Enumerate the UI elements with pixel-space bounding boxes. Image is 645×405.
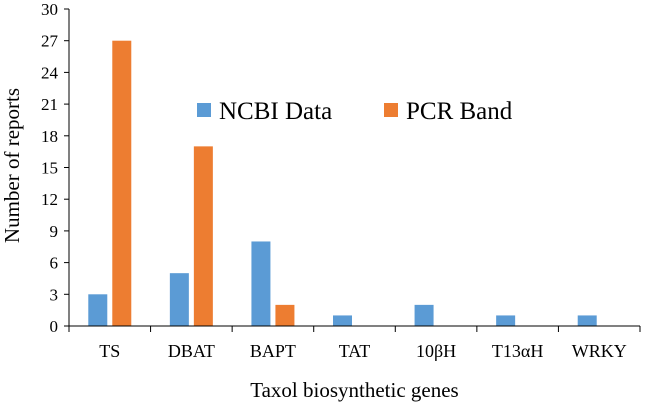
y-tick-label: 18 (41, 127, 58, 146)
legend-label-ncbi: NCBI Data (219, 98, 332, 125)
y-tick-label: 6 (50, 254, 59, 273)
y-tick-label: 3 (50, 285, 59, 304)
bar-ncbi-data-BAPT (251, 241, 271, 326)
x-ticks-group: TS DBAT BAPT TAT 10βH T13αH WRKY (68, 326, 641, 361)
y-tick-label: 12 (41, 190, 58, 209)
legend-swatch-pcr (384, 103, 398, 117)
bars-group (88, 40, 597, 326)
bar-ncbi-data-T13αH (496, 315, 516, 326)
x-tick-label: WRKY (572, 341, 627, 361)
bar-ncbi-data-TAT (333, 315, 352, 326)
bar-ncbi-data-10βH (414, 304, 434, 326)
y-tick-label: 21 (41, 95, 58, 114)
bar-pcr-band-BAPT (275, 304, 295, 326)
x-tick-label: 10βH (416, 341, 456, 361)
bar-pcr-band-TS (112, 40, 132, 326)
x-axis-title: Taxol biosynthetic genes (250, 378, 458, 402)
x-tick-label: TS (99, 341, 120, 361)
bar-ncbi-data-WRKY (577, 315, 597, 326)
y-tick-label: 9 (50, 222, 59, 241)
legend: NCBI Data PCR Band (197, 98, 513, 125)
x-tick-label: T13αH (492, 341, 543, 361)
bar-ncbi-data-TS (88, 294, 108, 326)
bar-ncbi-data-DBAT (169, 273, 189, 326)
y-axis-title: Number of reports (0, 88, 24, 243)
legend-label-pcr: PCR Band (406, 98, 513, 125)
y-tick-label: 15 (41, 159, 58, 178)
bar-pcr-band-DBAT (193, 146, 213, 326)
legend-swatch-ncbi (197, 103, 211, 117)
y-ticks-group: 0 3 6 9 12 15 18 21 24 27 30 (41, 0, 69, 336)
x-tick-label: TAT (339, 341, 371, 361)
x-tick-label: BAPT (250, 341, 296, 361)
y-tick-label: 24 (41, 63, 59, 82)
y-tick-label: 0 (50, 317, 59, 336)
x-tick-label: DBAT (168, 341, 215, 361)
y-tick-label: 30 (41, 0, 58, 19)
y-tick-label: 27 (41, 32, 59, 51)
